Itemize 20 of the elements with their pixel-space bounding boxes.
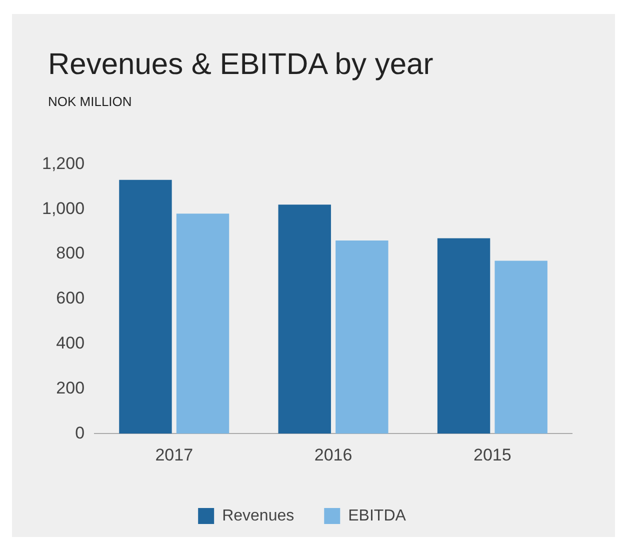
legend-label: Revenues: [222, 507, 294, 524]
x-tick-label: 2016: [314, 445, 352, 464]
y-tick-label: 400: [56, 333, 85, 352]
chart-title: Revenues & EBITDA by year: [48, 48, 434, 82]
legend-label: EBITDA: [348, 507, 406, 524]
y-tick-label: 1,000: [42, 198, 85, 218]
bar: [176, 214, 230, 434]
bar: [494, 260, 548, 434]
y-tick-label: 1,200: [42, 154, 85, 173]
y-tick-label: 0: [75, 423, 85, 442]
x-tick-label: 2015: [474, 445, 512, 464]
y-tick-label: 200: [56, 378, 85, 398]
bar: [336, 240, 388, 434]
y-tick-label: 800: [56, 244, 85, 263]
chart-subtitle: NOK MILLION: [48, 94, 132, 109]
y-tick-label: 600: [56, 288, 85, 308]
bar: [119, 180, 172, 434]
bar: [437, 238, 490, 434]
bar: [278, 204, 331, 434]
x-tick-label: 2017: [155, 445, 194, 464]
